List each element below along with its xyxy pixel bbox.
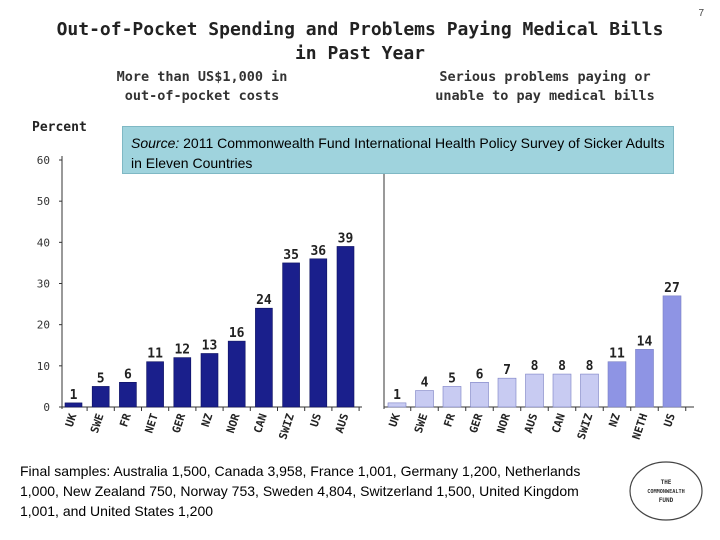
- right-data-label: 8: [531, 359, 539, 374]
- right-data-label: 27: [664, 281, 680, 296]
- left-data-label: 36: [310, 244, 326, 259]
- left-y-tick-label: 20: [37, 319, 50, 332]
- logo-ring: [629, 461, 703, 521]
- right-category-label: SWIZ: [575, 412, 596, 442]
- left-category-label: GER: [170, 412, 189, 435]
- left-data-label: 16: [229, 326, 245, 341]
- y-axis-label: Percent: [32, 120, 87, 135]
- left-chart-title-line-1: More than US$1,000 in: [116, 69, 288, 85]
- left-category-label: NET: [142, 412, 161, 435]
- right-data-label: 1: [393, 388, 401, 403]
- source-box: Source: 2011 Commonwealth Fund Internati…: [122, 126, 674, 174]
- left-chart-title-line-2: out-of-pocket costs: [124, 88, 280, 104]
- left-category-label: NOR: [224, 412, 243, 435]
- logo-text-line-2: COMMONWEALTH: [647, 489, 684, 495]
- source-label: Source:: [131, 135, 180, 151]
- left-bar: [119, 381, 137, 408]
- logo-text-line-3: FUND: [659, 497, 674, 504]
- left-category-label: SWIZ: [276, 412, 297, 442]
- right-category-label: SWE: [412, 412, 431, 435]
- right-data-label: 8: [558, 359, 566, 374]
- logo-text-line-1: THE: [661, 479, 672, 486]
- left-bar: [200, 353, 219, 408]
- right-data-label: 7: [503, 363, 511, 378]
- right-bar: [525, 373, 544, 408]
- right-category-label: UK: [386, 412, 403, 429]
- left-chart-title: More than US$1,000 in out-of-pocket cost…: [82, 68, 322, 106]
- left-chart: 0 10 20 30 40 50 60 1 UK 5 SWE 6 FR 11 NET 12 GER 13 NZ 16 N…: [37, 154, 362, 441]
- right-bar: [497, 377, 517, 408]
- right-bar: [635, 349, 654, 408]
- left-data-label: 11: [147, 347, 163, 362]
- right-bar: [580, 373, 599, 408]
- left-category-label: CAN: [251, 412, 270, 435]
- left-category-label: NZ: [199, 412, 216, 429]
- right-category-label: NOR: [494, 412, 513, 435]
- left-y-tick-label: 50: [37, 195, 50, 208]
- right-bar: [662, 295, 682, 408]
- left-bar: [173, 357, 192, 408]
- right-data-label: 6: [476, 367, 484, 382]
- commonwealth-fund-logo: THE COMMONWEALTH FUND: [629, 461, 703, 521]
- left-category-label: FR: [117, 412, 134, 429]
- left-bar: [146, 361, 164, 408]
- left-y-tick-label: 10: [37, 360, 50, 373]
- left-y-tick-label: 0: [43, 401, 50, 414]
- right-data-label: 5: [448, 371, 456, 386]
- slide-title-line-1: Out-of-Pocket Spending and Problems Payi…: [56, 19, 664, 40]
- left-data-label: 13: [202, 338, 218, 353]
- left-data-label: 35: [283, 248, 299, 263]
- left-bar: [64, 402, 83, 408]
- right-category-label: US: [661, 412, 677, 429]
- right-bar: [442, 386, 462, 408]
- left-bar: [336, 246, 355, 408]
- right-category-label: GER: [467, 412, 486, 435]
- right-data-label: 14: [637, 334, 653, 349]
- right-bar: [470, 381, 489, 408]
- right-category-label: NZ: [606, 412, 623, 429]
- left-bar: [91, 386, 110, 408]
- right-category-label: FR: [441, 412, 458, 429]
- source-text: 2011 Commonwealth Fund International Hea…: [131, 135, 665, 171]
- left-data-label: 12: [174, 343, 190, 358]
- right-chart-title: Serious problems paying or unable to pay…: [400, 68, 690, 106]
- right-chart-title-line-2: unable to pay medical bills: [435, 88, 655, 104]
- left-y-tick-label: 40: [37, 236, 50, 249]
- left-bar: [282, 262, 300, 408]
- left-bar: [255, 307, 273, 408]
- right-chart: 1 UK 4 SWE 5 FR 6 GER 7 NOR 8 AUS 8 CAN 8 SWIZ 11 NZ 14 NET…: [383, 156, 694, 442]
- left-y-tick-label: 60: [37, 154, 50, 167]
- left-y-tick-label: 30: [37, 278, 50, 291]
- right-category-label: NETH: [630, 412, 651, 441]
- right-data-label: 4: [421, 376, 429, 391]
- right-bar: [552, 373, 572, 408]
- right-chart-title-line-1: Serious problems paying or: [439, 69, 651, 85]
- right-data-label: 11: [609, 347, 625, 362]
- right-data-label: 8: [586, 359, 594, 374]
- left-data-label: 1: [70, 388, 78, 403]
- charts-area: Percent 0 10 20 30 40 50 60 1 UK 5 SWE 6 FR 11 NET 12 GE…: [32, 120, 694, 442]
- left-bar: [227, 340, 246, 408]
- page-number: 7: [698, 8, 704, 19]
- left-data-label: 6: [124, 367, 132, 382]
- left-bar: [309, 258, 328, 408]
- left-category-label: AUS: [333, 412, 352, 435]
- left-category-label: UK: [63, 412, 80, 429]
- left-data-label: 24: [256, 293, 272, 308]
- right-bar: [387, 402, 407, 408]
- right-category-label: AUS: [522, 412, 541, 435]
- left-data-label: 39: [338, 231, 354, 246]
- left-category-label: US: [308, 412, 324, 429]
- left-category-label: SWE: [88, 412, 107, 435]
- right-category-label: CAN: [549, 412, 568, 435]
- slide-title-line-2: in Past Year: [294, 43, 426, 64]
- right-bar: [607, 361, 627, 408]
- sample-footnote: Final samples: Australia 1,500, Canada 3…: [20, 463, 581, 519]
- right-bar: [415, 390, 434, 408]
- left-data-label: 5: [97, 371, 105, 386]
